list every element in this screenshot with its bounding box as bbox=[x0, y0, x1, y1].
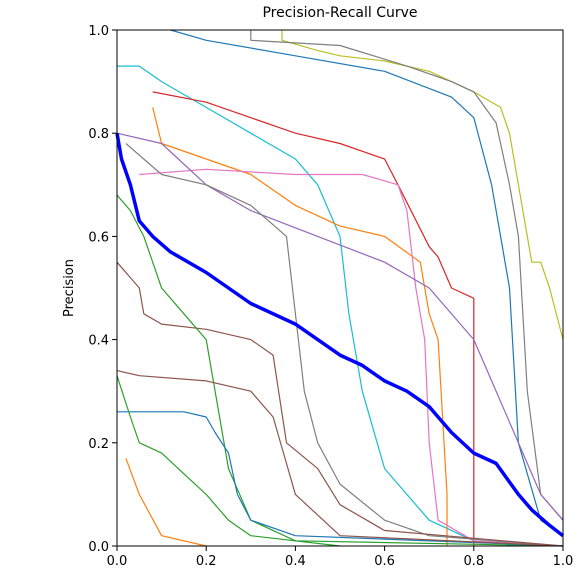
x-tick-label: 0.0 bbox=[107, 554, 128, 569]
x-tick-label: 0.8 bbox=[463, 554, 484, 569]
pr-curve bbox=[116, 261, 564, 547]
y-tick-label: 0.8 bbox=[88, 127, 109, 142]
y-tick-label: 0.4 bbox=[88, 334, 109, 349]
pr-curve bbox=[116, 370, 564, 547]
y-tick-label: 0.6 bbox=[88, 230, 109, 245]
pr-curve bbox=[125, 143, 564, 547]
x-tick-label: 1.0 bbox=[553, 554, 574, 569]
pr-curve bbox=[116, 375, 341, 547]
y-tick-label: 1.0 bbox=[88, 24, 109, 39]
y-tick-label: 0.0 bbox=[88, 540, 109, 555]
pr-curve bbox=[139, 168, 564, 547]
chart-title: Precision-Recall Curve bbox=[262, 5, 417, 21]
y-tick-label: 0.2 bbox=[88, 437, 109, 452]
pr-curve bbox=[116, 194, 564, 547]
pr-curve bbox=[250, 30, 564, 521]
x-tick-label: 0.2 bbox=[196, 554, 217, 569]
pr-curve bbox=[116, 132, 564, 521]
pr-curve bbox=[152, 107, 448, 546]
pr-curve bbox=[117, 65, 564, 547]
pr-curve bbox=[170, 29, 564, 537]
pr-curve bbox=[125, 458, 207, 547]
pr-curve bbox=[281, 30, 564, 340]
x-tick-label: 0.6 bbox=[374, 554, 395, 569]
pr-curve bbox=[115, 132, 565, 538]
plot-frame bbox=[116, 29, 564, 547]
y-axis-label: Precision bbox=[62, 259, 77, 317]
x-tick-label: 0.4 bbox=[285, 554, 306, 569]
pr-curve bbox=[152, 91, 475, 546]
pr-curve bbox=[117, 411, 564, 547]
